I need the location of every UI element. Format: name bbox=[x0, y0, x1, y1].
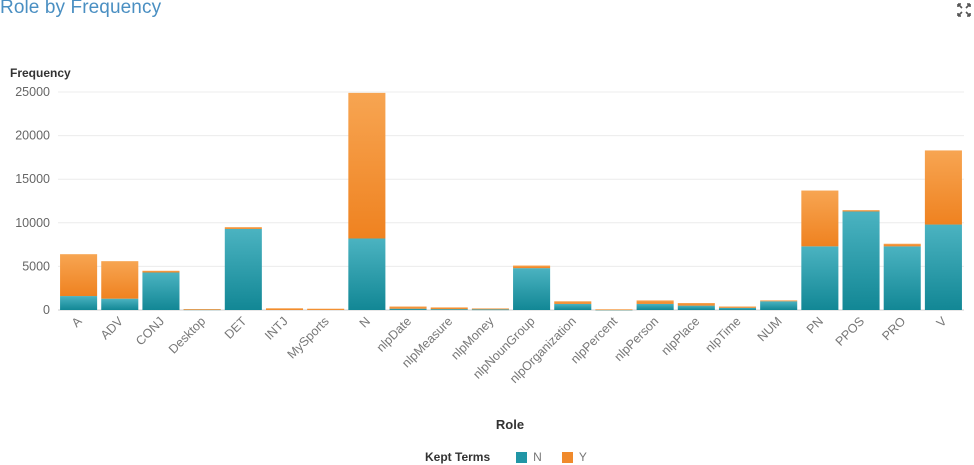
bar-n[interactable] bbox=[389, 308, 427, 310]
y-tick-label: 0 bbox=[43, 303, 50, 317]
maximize-icon[interactable] bbox=[957, 3, 971, 17]
bar-n[interactable] bbox=[842, 211, 880, 310]
bar-y[interactable] bbox=[183, 309, 221, 310]
bar-y[interactable] bbox=[842, 210, 880, 212]
bar-y[interactable] bbox=[142, 270, 180, 273]
bar-n[interactable] bbox=[801, 246, 839, 310]
legend-title: Kept Terms bbox=[425, 450, 491, 464]
bar-y[interactable] bbox=[883, 243, 921, 247]
legend-swatch-n bbox=[516, 451, 528, 463]
x-tick-label: ADV bbox=[98, 314, 127, 343]
x-tick-label: nlpDate bbox=[374, 314, 414, 354]
bar-n[interactable] bbox=[60, 296, 98, 310]
y-tick-label: 5000 bbox=[22, 259, 50, 273]
bar-y[interactable] bbox=[554, 301, 592, 304]
bar-y[interactable] bbox=[924, 150, 962, 225]
x-tick-label: INTJ bbox=[262, 314, 291, 343]
bar-y[interactable] bbox=[101, 261, 139, 299]
legend-label-n: N bbox=[533, 450, 542, 464]
x-tick-label: MySports bbox=[285, 314, 332, 361]
bar-y[interactable] bbox=[430, 307, 468, 310]
bar-chart: Frequency Role 0 5000 10000 15000 20000 25000… bbox=[10, 66, 964, 432]
x-tick-label: V bbox=[934, 314, 950, 330]
x-tick-label: nlpPlace bbox=[659, 314, 703, 358]
x-tick-label: PN bbox=[804, 314, 826, 336]
y-tick-label: 25000 bbox=[15, 85, 50, 99]
bar-n[interactable] bbox=[718, 307, 757, 310]
bar-y[interactable] bbox=[636, 300, 674, 304]
bar-y[interactable] bbox=[348, 92, 386, 239]
bar-y[interactable] bbox=[595, 309, 633, 311]
bar-n[interactable] bbox=[224, 228, 262, 310]
bar-n[interactable] bbox=[348, 238, 386, 310]
x-tick-label: N bbox=[357, 314, 373, 330]
chart-title: Role by Frequency bbox=[0, 0, 162, 18]
bar-n[interactable] bbox=[924, 224, 962, 310]
bar-n[interactable] bbox=[636, 303, 674, 310]
y-tick-label: 15000 bbox=[15, 172, 50, 186]
bar-y[interactable] bbox=[718, 306, 757, 308]
x-tick-label: DET bbox=[222, 314, 250, 342]
bar-n[interactable] bbox=[471, 309, 509, 311]
legend-label-y: Y bbox=[578, 450, 587, 464]
bar-y[interactable] bbox=[677, 303, 715, 306]
bar-y[interactable] bbox=[513, 265, 551, 269]
bar-y[interactable] bbox=[389, 306, 427, 309]
bar-n[interactable] bbox=[142, 272, 180, 310]
legend-swatch-y bbox=[561, 451, 573, 463]
legend-item-y[interactable]: Y bbox=[561, 450, 587, 464]
legend-item-n[interactable]: N bbox=[516, 450, 542, 464]
y-axis-title: Frequency bbox=[10, 66, 71, 80]
bar-n[interactable] bbox=[677, 305, 715, 310]
bar-y[interactable] bbox=[471, 308, 509, 310]
legend: Kept Terms N Y bbox=[425, 449, 607, 465]
x-tick-label: NUM bbox=[755, 314, 785, 344]
x-tick-label: PPOS bbox=[833, 314, 867, 348]
bar-y[interactable] bbox=[307, 308, 345, 310]
bar-n[interactable] bbox=[554, 303, 592, 310]
bar-n[interactable] bbox=[760, 301, 798, 310]
x-tick-label: nlpPerson bbox=[612, 314, 662, 364]
y-tick-label: 10000 bbox=[15, 216, 50, 230]
bar-y[interactable] bbox=[265, 308, 304, 310]
x-tick-label: Desktop bbox=[166, 314, 208, 356]
bar-y[interactable] bbox=[224, 227, 262, 229]
x-tick-label: PRO bbox=[879, 314, 908, 343]
x-tick-label: nlpTime bbox=[703, 314, 744, 355]
x-tick-label: A bbox=[69, 314, 85, 330]
y-tick-label: 20000 bbox=[15, 129, 50, 143]
x-axis-title: Role bbox=[496, 417, 524, 432]
bar-n[interactable] bbox=[513, 268, 551, 310]
x-tick-label: CONJ bbox=[133, 314, 167, 348]
bar-n[interactable] bbox=[101, 298, 139, 310]
bar-n[interactable] bbox=[883, 246, 921, 310]
bar-y[interactable] bbox=[60, 254, 98, 297]
bar-y[interactable] bbox=[760, 300, 798, 302]
bar-y[interactable] bbox=[801, 190, 839, 247]
bar-n[interactable] bbox=[430, 309, 468, 310]
